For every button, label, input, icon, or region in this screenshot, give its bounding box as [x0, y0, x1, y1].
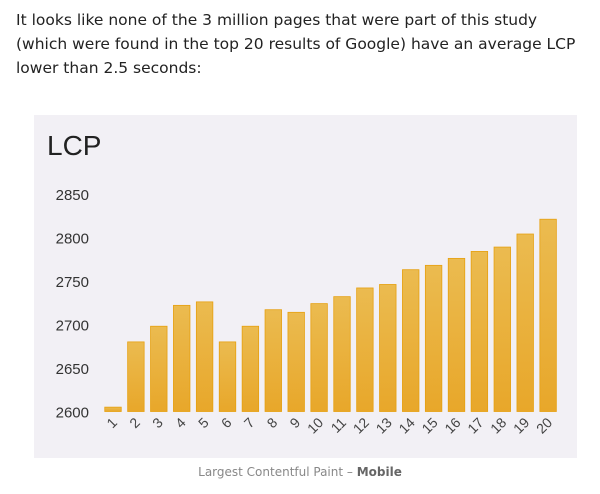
x-tick-label: 5 — [195, 414, 212, 431]
x-tick-label: 8 — [264, 414, 281, 431]
x-tick-label: 6 — [218, 414, 235, 431]
y-tick-label: 2600 — [56, 405, 89, 422]
lcp-chart: LCP 2600 2650 2700 2750 2800 2850 1 2 3 4 5 6 7 8 9 10… — [34, 115, 577, 458]
bar-7 — [241, 325, 260, 412]
x-tick-label: 7 — [241, 414, 258, 431]
y-tick-label: 2750 — [56, 274, 89, 291]
intro-paragraph: It looks like none of the 3 million page… — [16, 11, 576, 77]
y-tick-label: 2650 — [56, 361, 89, 378]
y-tick-label: 2700 — [56, 318, 89, 335]
y-tick-label: 2800 — [56, 231, 89, 248]
bar-13 — [379, 284, 397, 412]
x-tick-label: 2 — [126, 414, 143, 431]
x-tick-label: 1 — [103, 414, 120, 431]
y-tick-label: 2850 — [56, 187, 89, 204]
bar-4 — [173, 304, 191, 412]
bar-16 — [447, 257, 466, 412]
figure-caption: Largest Contentful Paint – Mobile — [0, 465, 600, 479]
x-tick-label: 16 — [441, 414, 463, 436]
chart-title: LCP — [47, 130, 101, 161]
x-tick-label: 9 — [286, 414, 303, 431]
caption-bold: Mobile — [356, 465, 402, 479]
bar-17 — [470, 251, 489, 412]
bar-11 — [333, 296, 351, 412]
x-tick-label: 19 — [510, 414, 532, 436]
bar-1 — [104, 406, 122, 412]
bar-6 — [218, 341, 237, 412]
bar-18 — [493, 246, 511, 412]
bar-15 — [424, 264, 443, 412]
x-tick-label: 20 — [533, 414, 555, 436]
bar-5 — [195, 301, 214, 412]
x-tick-label: 15 — [418, 414, 440, 436]
x-tick-label: 3 — [149, 414, 166, 431]
x-tick-label: 13 — [373, 414, 395, 436]
x-tick-label: 10 — [304, 414, 326, 436]
bar-12 — [356, 287, 374, 412]
bar-19 — [516, 233, 534, 412]
x-tick-label: 11 — [328, 414, 350, 436]
bar-8 — [264, 309, 282, 412]
bar-10 — [310, 303, 328, 412]
bar-3 — [150, 325, 168, 412]
bar-14 — [402, 269, 420, 412]
x-tick-label: 14 — [395, 414, 417, 436]
x-tick-label: 12 — [350, 414, 372, 436]
x-tick-label: 18 — [487, 414, 509, 436]
bar-2 — [127, 341, 145, 412]
x-tick-label: 4 — [172, 414, 189, 431]
x-tick-label: 17 — [464, 414, 486, 436]
bar-20 — [539, 218, 557, 412]
caption-text: Largest Contentful Paint – — [198, 465, 357, 479]
bar-9 — [287, 311, 305, 412]
